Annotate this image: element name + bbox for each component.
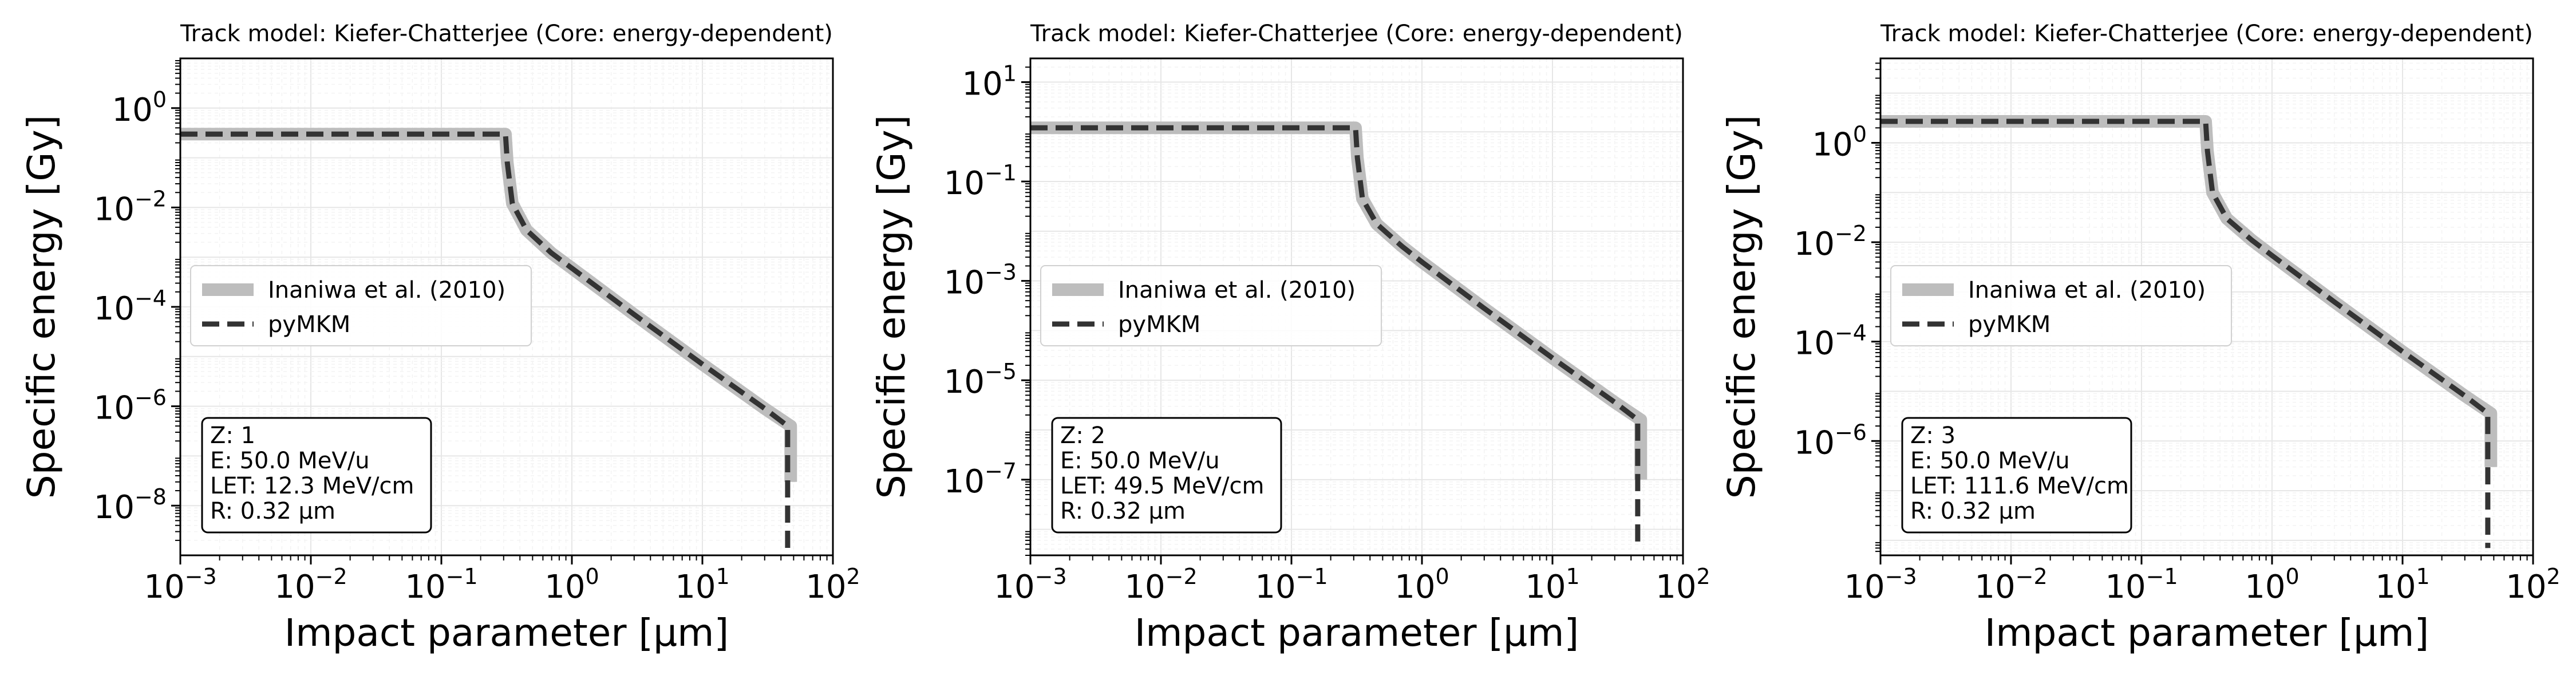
y-tick-label: 10−6 — [1794, 420, 1867, 461]
legend-label-2: pyMKM — [268, 311, 350, 338]
legend: Inaniwa et al. (2010) pyMKM — [1040, 265, 1382, 346]
chart-panel-2: 10−3 10−2 10−1 100 101 102 10−7 10−5 10−3 10−1 101… — [870, 21, 1710, 655]
legend-label-2: pyMKM — [1968, 311, 2050, 338]
x-tick-label: 10−2 — [1124, 564, 1197, 606]
y-tick-label: 101 — [962, 61, 1017, 102]
annotation-frame — [1051, 417, 1282, 534]
y-tick-label: 10−7 — [944, 459, 1017, 500]
annotation-line-4: R: 0.32 μm — [1060, 498, 1186, 524]
legend-label-1: Inaniwa et al. (2010) — [1118, 277, 1356, 303]
x-tick-label: 10−1 — [405, 564, 477, 606]
chart-title: Track model: Kiefer-Chatterjee (Core: en… — [1030, 21, 1683, 47]
series-line-1 — [1880, 115, 2498, 467]
x-axis-label: Impact parameter [μm] — [285, 611, 729, 655]
y-axis-label: Specific energy [Gy] — [1720, 115, 1764, 499]
legend: Inaniwa et al. (2010) pyMKM — [190, 265, 532, 346]
x-tick-label: 102 — [1656, 564, 1710, 606]
x-tick-label: 100 — [1394, 564, 1449, 606]
x-tick-label: 102 — [805, 564, 860, 606]
y-tick-label: 10−8 — [94, 484, 167, 526]
y-axis-label: Specific energy [Gy] — [870, 115, 914, 499]
legend-label-2: pyMKM — [1118, 311, 1200, 338]
annotation-line-2: E: 50.0 MeV/u — [1910, 448, 2070, 474]
x-tick-label: 101 — [2375, 564, 2429, 606]
annotation-line-1: Z: 2 — [1060, 423, 1105, 449]
legend-label-1: Inaniwa et al. (2010) — [1968, 277, 2206, 303]
x-tick-label: 10−2 — [1974, 564, 2047, 606]
y-tick-label: 10−5 — [944, 359, 1017, 401]
legend-label-1: Inaniwa et al. (2010) — [268, 277, 505, 303]
legend-box — [190, 265, 532, 346]
chart-title: Track model: Kiefer-Chatterjee (Core: en… — [1880, 21, 2533, 47]
y-tick-label: 10−2 — [1794, 221, 1867, 263]
legend-box — [1890, 265, 2232, 346]
y-axis-label: Specific energy [Gy] — [19, 115, 64, 499]
annotation-line-2: E: 50.0 MeV/u — [210, 448, 370, 474]
y-tick-label: 10−2 — [94, 186, 167, 228]
y-tick-label: 10−4 — [94, 286, 167, 327]
x-tick-label: 10−2 — [274, 564, 347, 606]
annotation-line-1: Z: 1 — [210, 423, 255, 449]
x-tick-label: 10−1 — [2105, 564, 2178, 606]
annotation-line-3: LET: 111.6 MeV/cm — [1910, 473, 2129, 499]
annotation-frame — [1901, 417, 2132, 534]
x-axis-label: Impact parameter [μm] — [1135, 611, 1579, 655]
x-tick-label: 10−3 — [144, 564, 216, 606]
x-tick-label: 10−1 — [1255, 564, 1327, 606]
y-tick-label: 10−1 — [944, 160, 1017, 202]
x-tick-label: 100 — [544, 564, 599, 606]
annotation-line-1: Z: 3 — [1910, 423, 1955, 449]
legend-box — [1040, 265, 1382, 346]
x-tick-label: 100 — [2245, 564, 2299, 606]
x-axis-label: Impact parameter [μm] — [1985, 611, 2429, 655]
y-tick-label: 10−6 — [94, 385, 167, 427]
annotation-frame — [201, 417, 432, 534]
x-tick-label: 102 — [2506, 564, 2560, 606]
annotation-line-2: E: 50.0 MeV/u — [1060, 448, 1220, 474]
chart-panel-1: 10−3 10−2 10−1 100 101 102 10−8 10−6 10−4 10−2 100… — [19, 21, 860, 655]
x-tick-label: 10−3 — [994, 564, 1066, 606]
series-line-1 — [180, 128, 797, 482]
y-tick-label: 100 — [112, 87, 167, 129]
x-tick-label: 101 — [675, 564, 729, 606]
x-tick-label: 101 — [1525, 564, 1579, 606]
chart-panel-3: 10−3 10−2 10−1 100 101 102 10−6 10−4 10−2 100 Trac… — [1720, 21, 2561, 655]
series-line-1 — [1030, 121, 1647, 480]
x-tick-label: 10−3 — [1844, 564, 1917, 606]
y-tick-label: 10−3 — [944, 260, 1017, 302]
chart-title: Track model: Kiefer-Chatterjee (Core: en… — [180, 21, 833, 47]
y-tick-label: 10−4 — [1794, 321, 1867, 362]
annotation-line-4: R: 0.32 μm — [1910, 498, 2036, 524]
annotation-line-3: LET: 49.5 MeV/cm — [1060, 473, 1264, 499]
legend: Inaniwa et al. (2010) pyMKM — [1890, 265, 2232, 346]
annotation-line-4: R: 0.32 μm — [210, 498, 335, 524]
annotation-line-3: LET: 12.3 MeV/cm — [210, 473, 414, 499]
y-tick-label: 100 — [1812, 121, 1867, 163]
